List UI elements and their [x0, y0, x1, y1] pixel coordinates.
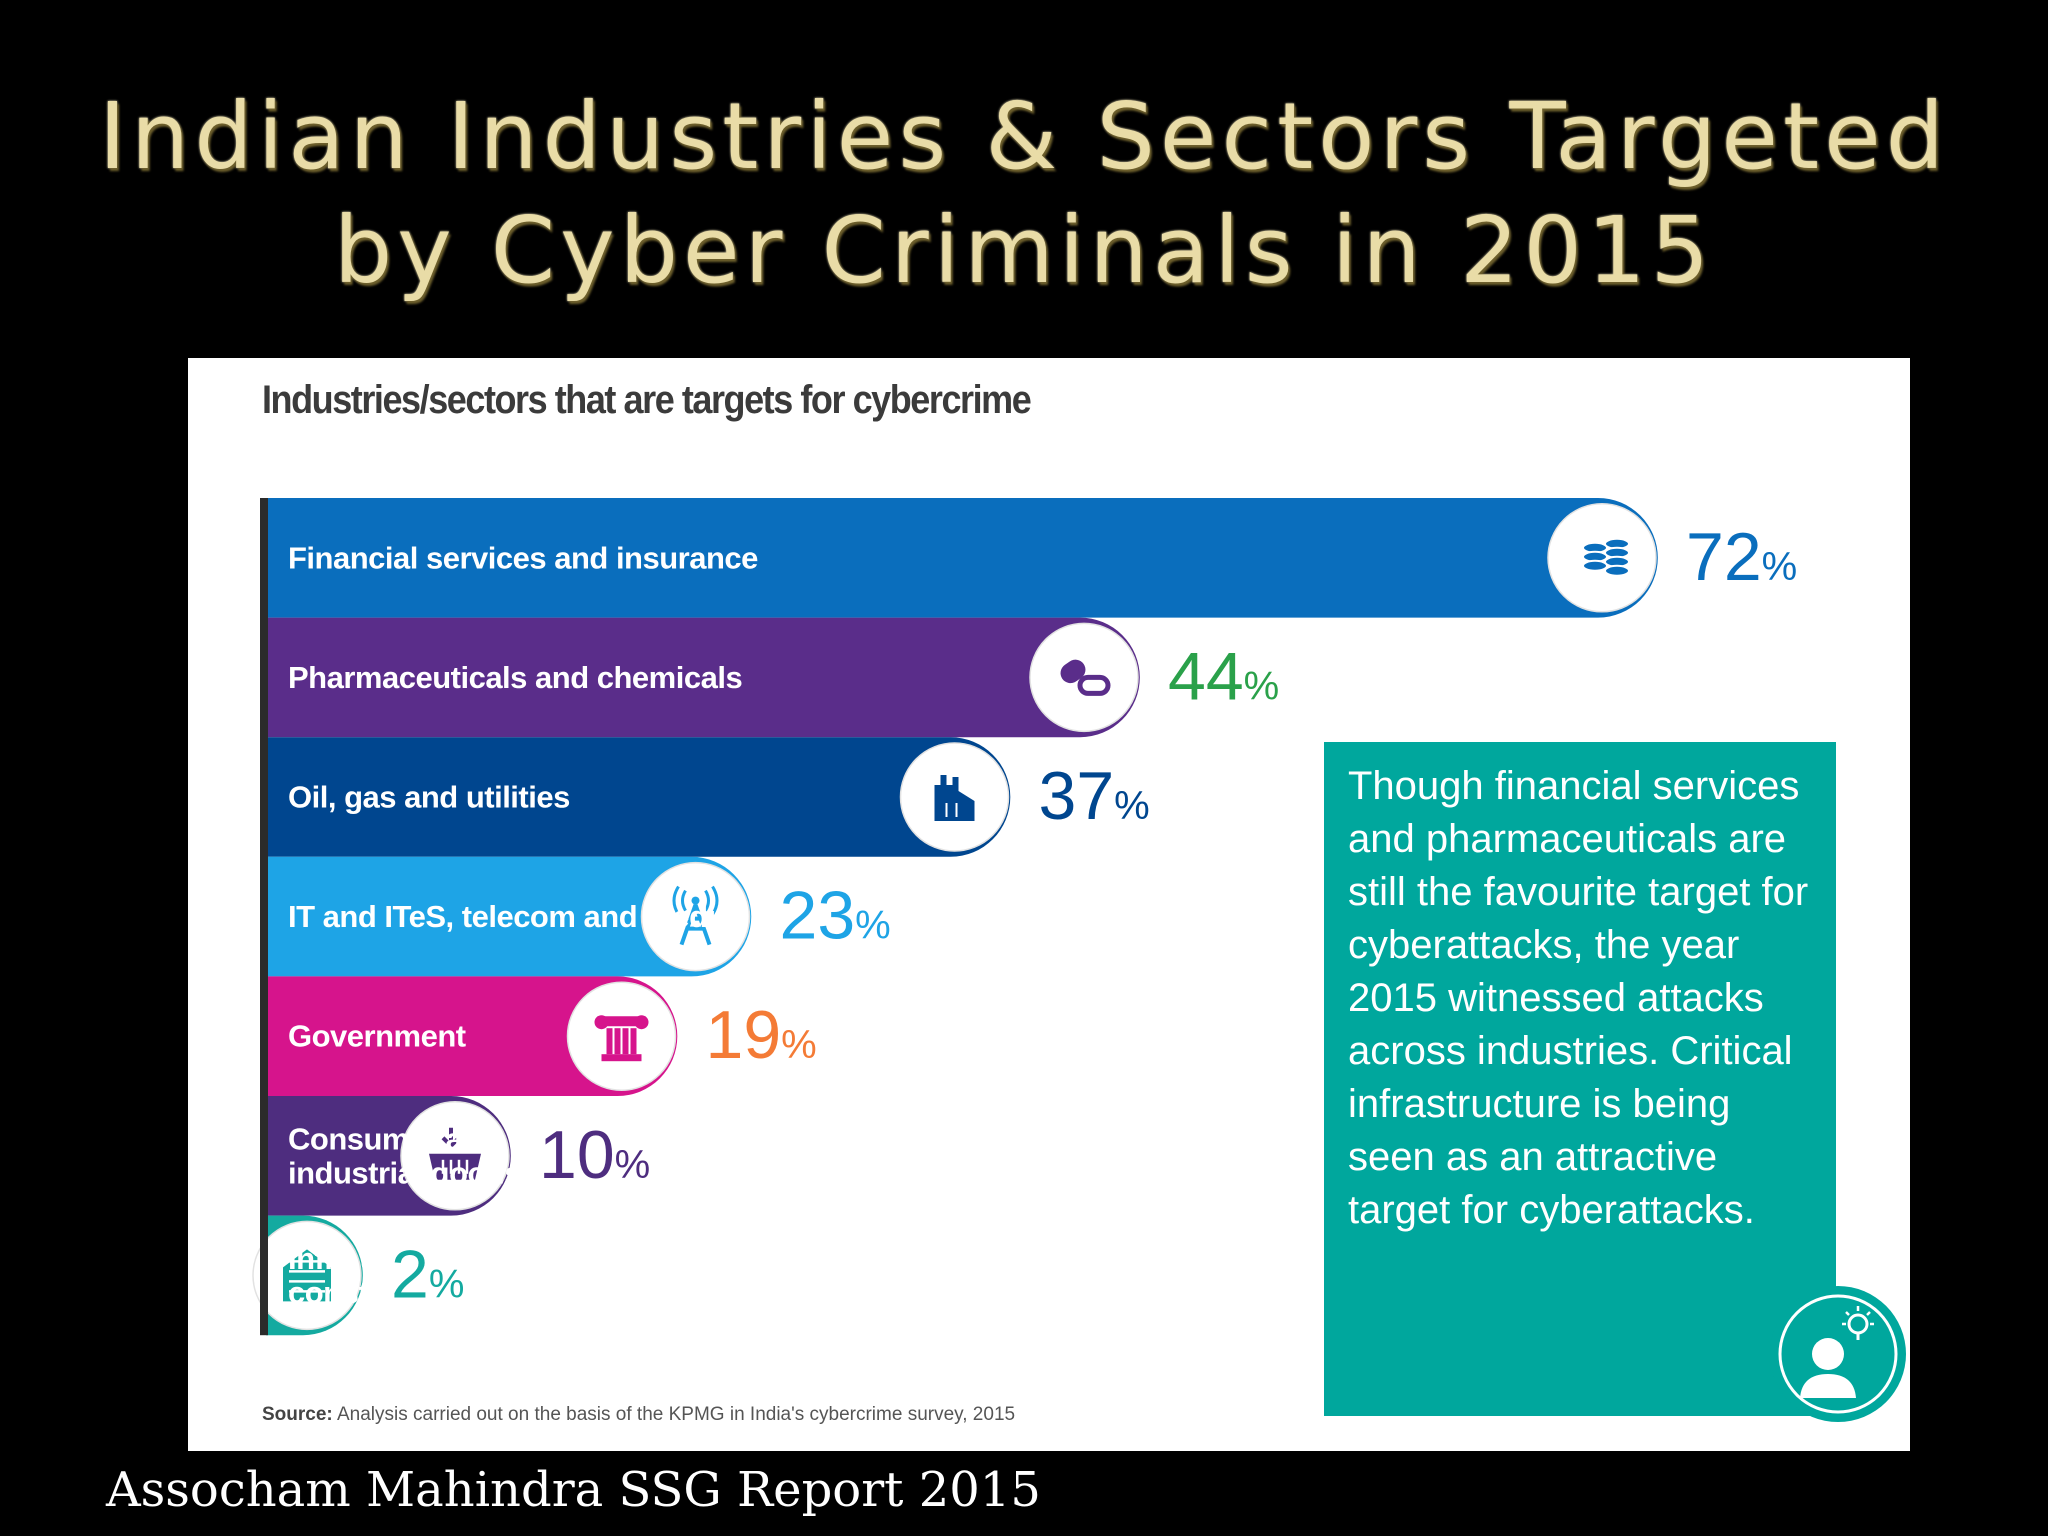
building-icon [283, 1249, 331, 1302]
bar-category-label: Oil, gas and utilities [288, 780, 570, 815]
slide-title: Indian Industries & Sectors Targeted by … [0, 80, 2048, 308]
bar-category-label: industrial goods [288, 1155, 521, 1190]
bar-category-label: IT and ITeS, telecom and media [288, 899, 734, 934]
factory-icon [934, 775, 975, 821]
bar-category-label: Pharmaceuticals and chemicals [288, 660, 742, 695]
bar-category-label: Government [288, 1019, 466, 1054]
bar-value-label: 23% [780, 878, 891, 954]
bar-value-label: 10% [539, 1117, 650, 1193]
person-idea-icon [1770, 1286, 1906, 1422]
source-text: Analysis carried out on the basis of the… [336, 1404, 1016, 1425]
bar-value-label: 44% [1168, 638, 1279, 714]
bar [266, 737, 1011, 857]
callout-text: Though financial services and pharmaceut… [1348, 764, 1809, 1232]
coins-stack-icon [1582, 537, 1630, 577]
bar-category-label: Infra and [288, 1241, 414, 1276]
pills-icon [1060, 659, 1111, 696]
pillar-icon [594, 1015, 649, 1062]
source-label: Source: [262, 1404, 333, 1425]
bar-value-label: 2% [391, 1236, 464, 1312]
bar [266, 498, 1658, 618]
bar-category-label: construction [288, 1275, 470, 1310]
bar-icon-disc [566, 981, 677, 1091]
chart-title: Industries/sectors that are targets for … [262, 378, 1032, 422]
chart-source: Source: Analysis carried out on the basi… [262, 1404, 1015, 1426]
slide-footer: Assocham Mahindra SSG Report 2015 [106, 1462, 1041, 1518]
bar [266, 976, 678, 1096]
bar-category-label: Financial services and insurance [288, 540, 758, 575]
bar [266, 617, 1140, 738]
bar-value-label: 37% [1039, 758, 1150, 834]
chart-panel: Industries/sectors that are targets for … [188, 358, 1910, 1451]
slide-title-line-1: Indian Industries & Sectors Targeted [98, 83, 1950, 190]
radio-tower-icon [672, 885, 719, 946]
slide-title-line-2: by Cyber Criminals in 2015 [333, 197, 1715, 304]
basket-icon [429, 1127, 481, 1180]
bar-axis-line [260, 498, 268, 1336]
bar-value-label: 72% [1686, 519, 1797, 595]
bar-category-label: Consumer and [288, 1121, 499, 1156]
callout-box: Though financial services and pharmaceut… [1324, 742, 1836, 1416]
bar [266, 856, 752, 977]
bar-value-label: 19% [706, 997, 817, 1073]
bar-chart: Financial services and insurance 72% Pharm… [252, 498, 1797, 1336]
